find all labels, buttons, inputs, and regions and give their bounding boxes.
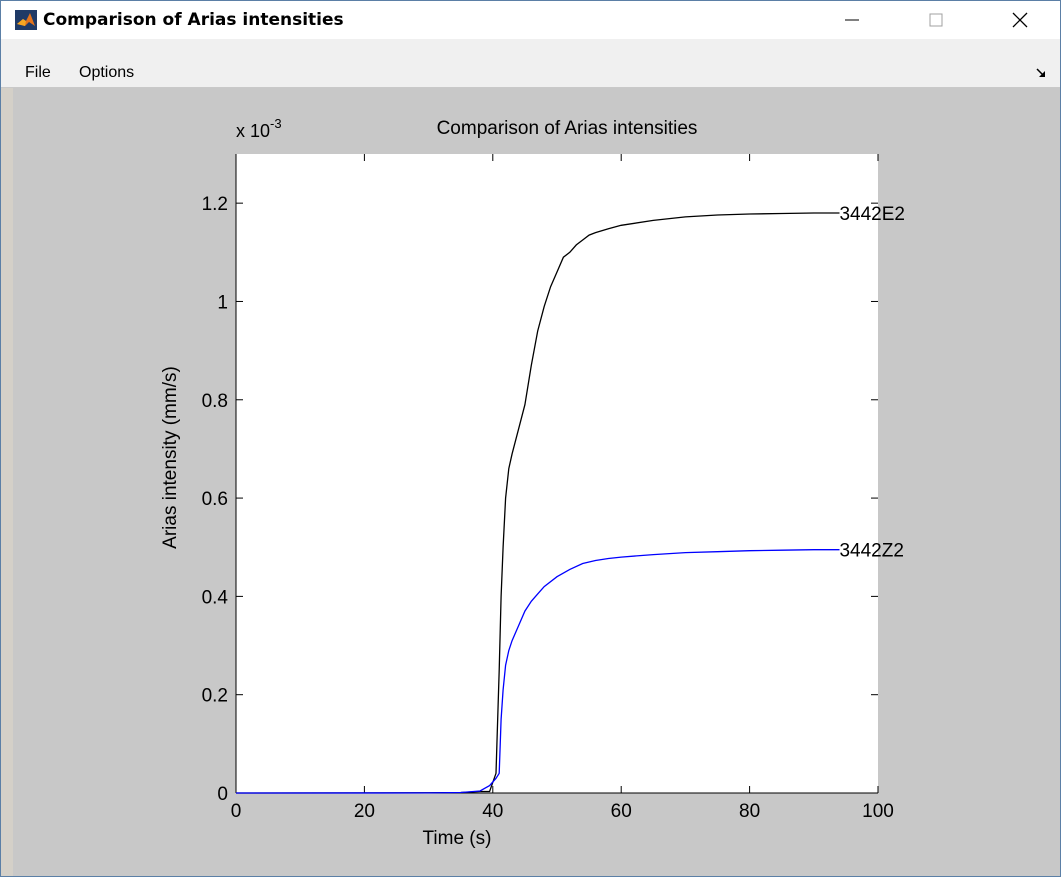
menu-options[interactable]: Options [79,64,135,81]
menu-bar [1,39,1060,88]
series-label-3442E2: 3442E2 [839,204,905,225]
dock-arrow-icon[interactable] [1035,67,1047,79]
x-axis-label: Time (s) [423,828,492,849]
plot-area [236,154,878,793]
y-tick-label: 1.2 [202,194,228,215]
y-axis-multiplier: x 10-3 [236,116,282,141]
menu-file[interactable]: File [25,64,51,81]
y-tick-label: 0.8 [202,391,228,412]
x-tick-label: 100 [862,801,894,822]
y-tick-label: 0 [217,784,228,805]
x-tick-label: 40 [482,801,503,822]
series-label-3442Z2: 3442Z2 [839,541,903,562]
y-tick-label: 0.2 [202,686,228,707]
figure-canvas: 0 20 40 60 80 100 0 0.2 0.4 0.6 0.8 1 1.2 3442E2 3442… [13,88,1060,876]
maximize-icon [929,13,943,27]
maximize-button[interactable] [913,1,959,39]
minimize-button[interactable] [829,1,875,39]
matlab-icon [15,10,37,30]
series-line-3442Z2 [235,549,840,794]
y-tick-label: 0.4 [202,587,229,608]
chart-title: Comparison of Arias intensities [437,118,698,139]
minimize-icon [845,19,859,21]
window-title: Comparison of Arias intensities [43,10,344,30]
close-button[interactable] [997,1,1043,39]
close-icon [1012,12,1028,28]
x-tick-label: 80 [739,801,760,822]
x-tick-label: 20 [354,801,375,822]
y-axis-label: Arias intensity (mm/s) [160,366,181,549]
series-line-3442E2 [235,212,840,794]
y-tick-label: 0.6 [202,489,228,510]
y-tick-label: 1 [217,292,228,313]
arias-intensity-chart: 0 20 40 60 80 100 0 0.2 0.4 0.6 0.8 1 1.2 3442E2 3442… [160,116,905,849]
title-bar[interactable]: Comparison of Arias intensities [1,1,1060,39]
x-tick-label: 60 [611,801,632,822]
x-tick-label: 0 [231,801,242,822]
